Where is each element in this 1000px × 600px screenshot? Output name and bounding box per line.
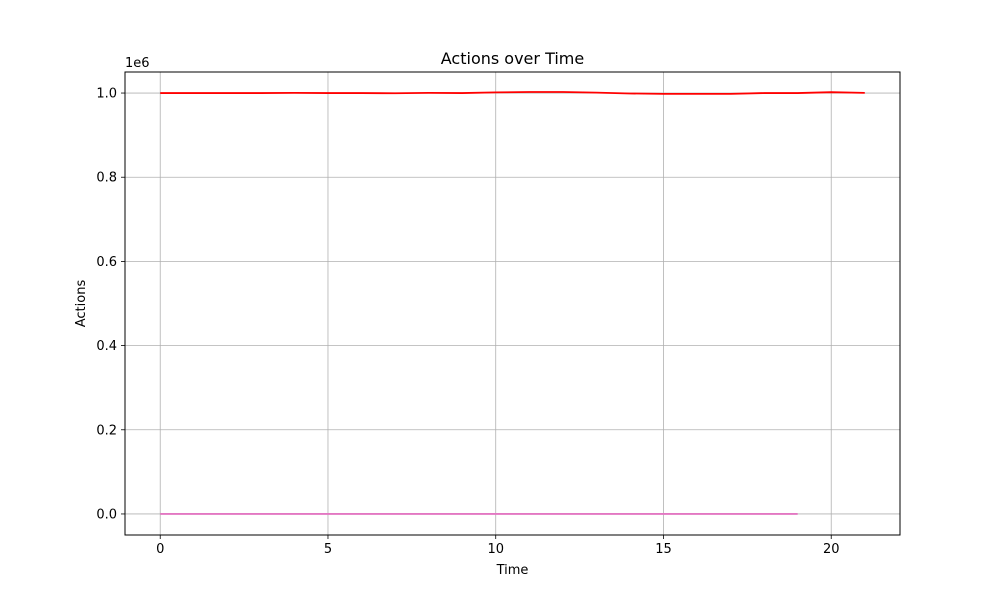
y-tick-label: 0.6 [96, 255, 117, 270]
series-line-1 [160, 91, 865, 95]
x-tick-label: 0 [156, 542, 164, 557]
x-tick-label: 20 [823, 542, 840, 557]
x-axis-label: Time [496, 563, 529, 578]
ticks: 0 5 10 15 20 0.0 0.2 0.4 0.6 0.8 1.0 [96, 87, 839, 557]
series-layer [160, 91, 865, 515]
x-tick-label: 5 [324, 542, 332, 557]
y-tick-label: 0.2 [96, 423, 117, 438]
y-tick-label: 1.0 [96, 87, 117, 102]
y-axis-offset-label: 1e6 [125, 56, 150, 71]
chart-title: Actions over Time [441, 49, 584, 68]
x-tick-label: 15 [655, 542, 672, 557]
y-tick-label: 0.8 [96, 171, 117, 186]
y-axis-label: Actions [74, 280, 89, 328]
y-tick-label: 0.0 [96, 507, 117, 522]
x-tick-label: 10 [487, 542, 504, 557]
y-tick-label: 0.4 [96, 339, 117, 354]
plot-frame [124, 71, 901, 536]
